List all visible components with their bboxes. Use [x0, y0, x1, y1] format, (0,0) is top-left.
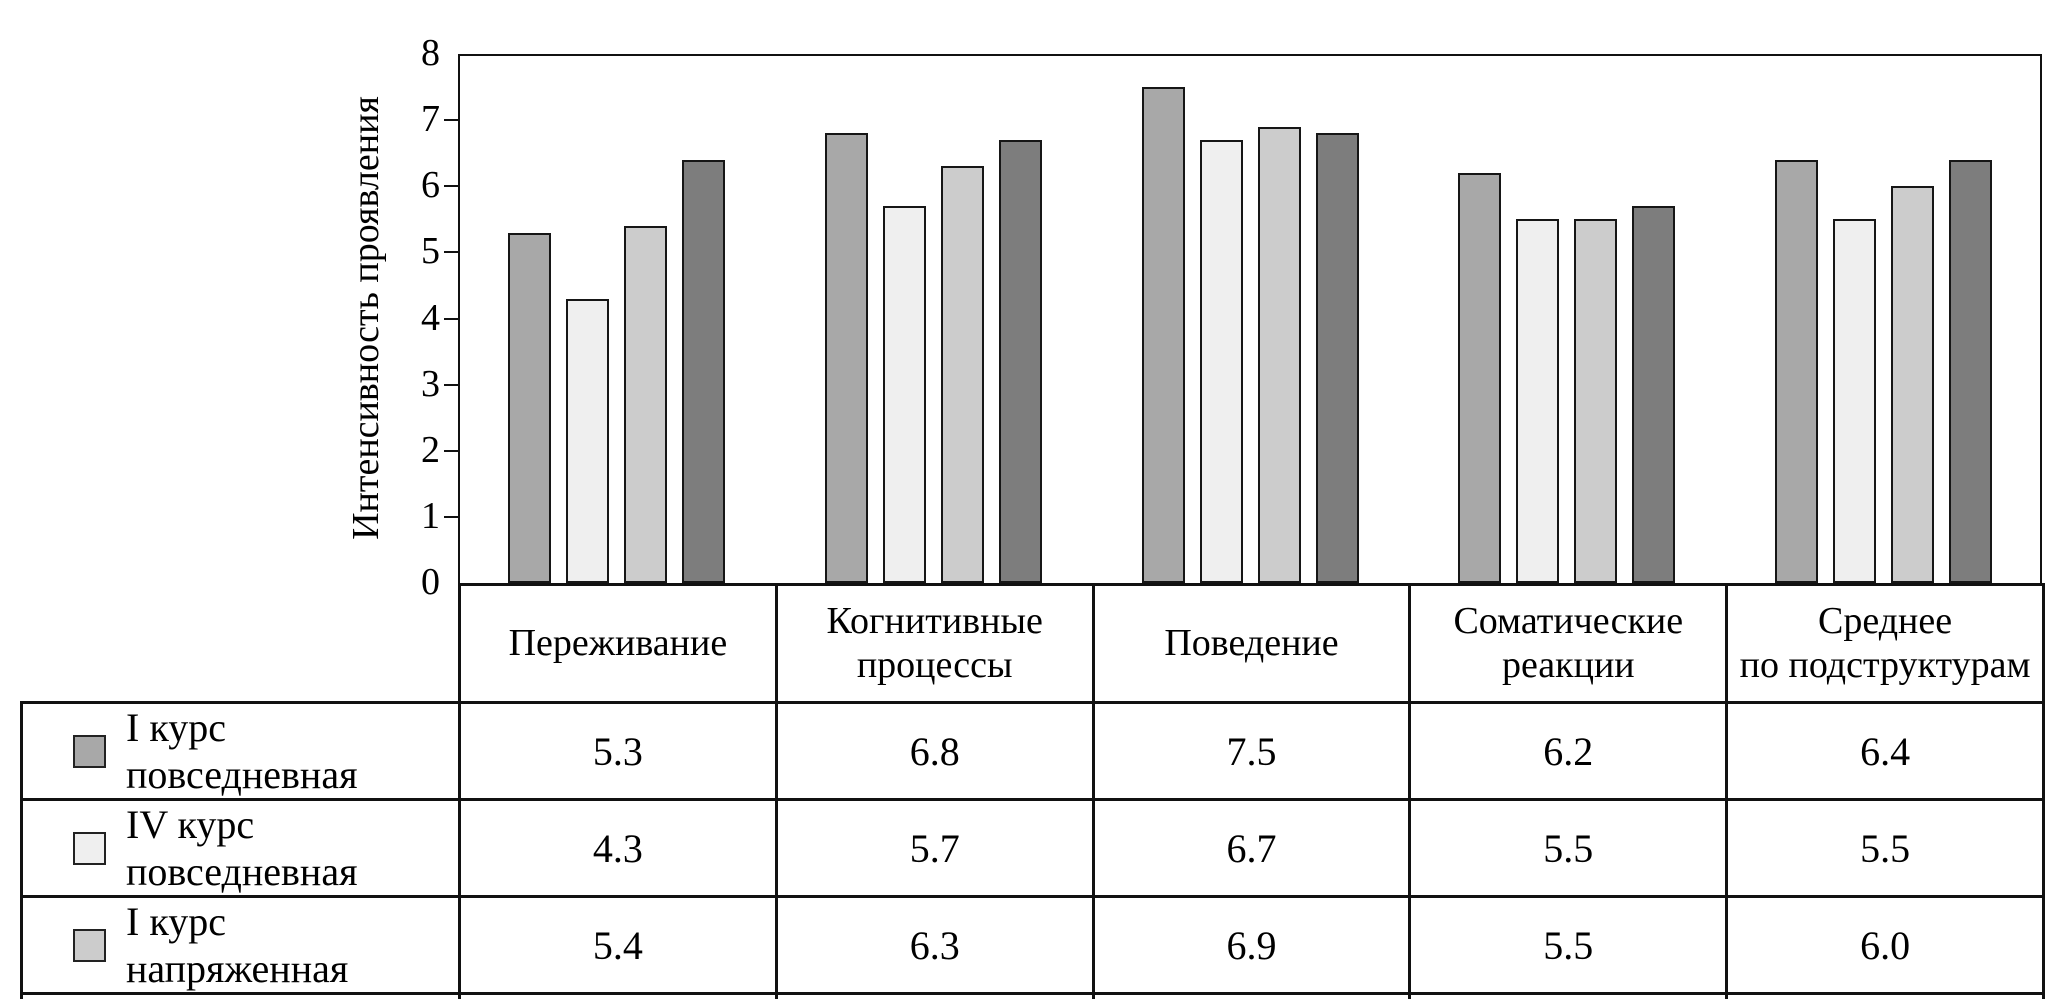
category-header-cell: Поведение: [1091, 583, 1412, 704]
legend-row: IV курс повседневная 4.3 5.7 6.7 5.5 5.5: [20, 798, 2045, 898]
bar: [1516, 219, 1560, 583]
bar: [1458, 173, 1502, 583]
value-cell: 5.7: [774, 798, 1095, 898]
value-cell: 6.7: [774, 992, 1095, 999]
value-cell: 5.4: [458, 895, 778, 995]
value-cell: 6.4: [1725, 701, 2045, 801]
legend-swatch: [73, 928, 106, 962]
legend-cell: IV курс повседневная: [20, 798, 461, 898]
category-header-cell: Когнитивные процессы: [774, 583, 1095, 704]
y-tick-label: 6: [421, 164, 440, 207]
bar: [1199, 139, 1243, 583]
y-tick-mark: [444, 383, 458, 386]
y-tick-mark: [444, 515, 458, 518]
bar: [1574, 219, 1618, 583]
legend-cell: IV курс напряженная: [20, 992, 461, 999]
value-cell: 6.9: [1091, 895, 1412, 995]
value-cell: 6.3: [774, 895, 1095, 995]
value-cell: 5.5: [1725, 798, 2045, 898]
legend-swatch: [73, 734, 106, 768]
value-cell: 6.8: [1091, 992, 1412, 999]
legend-swatch: [73, 831, 106, 865]
bar: [824, 133, 868, 583]
category-header-cell: Среднее по подструктурам: [1725, 583, 2045, 704]
bar: [882, 206, 926, 583]
legend-label: I курс напряженная: [126, 899, 349, 991]
legend-row: I курс повседневная 5.3 6.8 7.5 6.2 6.4: [20, 701, 2045, 801]
bar: [940, 166, 984, 583]
value-cell: 5.5: [1408, 798, 1729, 898]
value-cell: 5.3: [458, 701, 778, 801]
y-tick-label: 8: [421, 32, 440, 75]
category-header-row: Переживание Когнитивные процессы Поведение…: [22, 583, 2045, 704]
y-tick-mark: [444, 449, 458, 452]
bar: [1141, 87, 1185, 583]
value-cell: 5.5: [1408, 895, 1729, 995]
y-tick-label: 0: [421, 561, 440, 604]
value-cell: 5.7: [1408, 992, 1729, 999]
value-cell: 6.4: [1725, 992, 2045, 999]
legend-cell: I курс повседневная: [20, 701, 461, 801]
y-tick-mark: [444, 317, 458, 320]
legend-row: I курс напряженная 5.4 6.3 6.9 5.5 6.0: [20, 895, 2045, 995]
bar: [1833, 219, 1877, 583]
corner-spacer: [22, 585, 460, 703]
legend-label: I курс повседневная: [126, 705, 358, 797]
bar: [507, 232, 551, 583]
bar: [681, 159, 725, 583]
y-tick-label: 2: [421, 428, 440, 471]
bar: [565, 298, 609, 583]
y-tick-label: 4: [421, 296, 440, 339]
bar: [998, 139, 1042, 583]
bar: [1949, 159, 1993, 583]
value-cell: 4.3: [458, 798, 778, 898]
data-table: Переживание Когнитивные процессы Поведение…: [20, 583, 2045, 999]
bar: [1632, 206, 1676, 583]
value-cell: 6.2: [1408, 701, 1729, 801]
value-cell: 7.5: [1091, 701, 1412, 801]
value-cell: 6.8: [774, 701, 1095, 801]
value-cell: 6.0: [1725, 895, 2045, 995]
y-tick-mark: [444, 119, 458, 122]
y-tick-label: 3: [421, 362, 440, 405]
bar: [1315, 133, 1359, 583]
legend-label: IV курс напряженная: [126, 995, 458, 999]
y-tick-label: 1: [421, 495, 440, 538]
bar: [1775, 159, 1819, 583]
value-cell: 6.4: [458, 992, 778, 999]
y-tick-mark: [444, 185, 458, 188]
bar: [1891, 186, 1935, 583]
y-tick-mark: [444, 251, 458, 254]
legend-cell: I курс напряженная: [20, 895, 461, 995]
category-header-cell: Переживание: [458, 583, 778, 704]
bar: [623, 225, 667, 583]
legend-row: IV курс напряженная6.46.76.85.76.4: [20, 992, 2045, 999]
y-tick-label: 7: [421, 98, 440, 141]
bar: [1257, 126, 1301, 583]
value-cell: 6.7: [1091, 798, 1412, 898]
legend-label: IV курс повседневная: [126, 802, 358, 894]
y-tick-label: 5: [421, 230, 440, 273]
category-header-cell: Соматические реакции: [1408, 583, 1729, 704]
